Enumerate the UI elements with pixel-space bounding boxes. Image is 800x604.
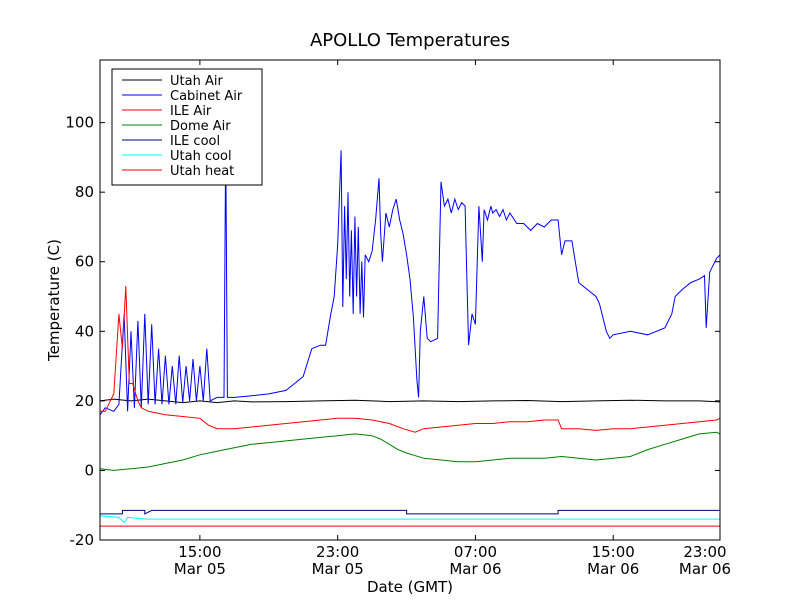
chart-title: APOLLO Temperatures: [310, 30, 510, 51]
x-tick-label-date: Mar 05: [312, 560, 364, 578]
series-line-dome-air: [100, 431, 720, 471]
plot-frame: [99, 59, 721, 541]
x-tick-label-date: Mar 06: [679, 560, 731, 578]
series-line-ile-cool: [100, 509, 720, 515]
x-tick-label-time: 15:00: [592, 543, 635, 561]
x-tick-label-time: 23:00: [316, 543, 359, 561]
y-axis-label: Temperature (C): [45, 239, 63, 362]
x-tick-label-date: Mar 05: [174, 560, 226, 578]
series-line-utah-cool: [100, 515, 720, 524]
y-tick-label: 0: [84, 461, 94, 479]
y-tick-label: 40: [75, 322, 94, 340]
legend-label: Cabinet Air: [170, 89, 243, 104]
y-tick-label: 100: [65, 114, 94, 132]
series-line-ile-air: [100, 286, 720, 433]
series-line-utah-air: [100, 398, 720, 404]
x-tick-label-time: 07:00: [454, 543, 497, 561]
legend-label: Utah cool: [170, 149, 232, 164]
x-tick-label-time: 15:00: [178, 543, 221, 561]
legend-label: ILE cool: [170, 134, 220, 149]
x-tick-label-time: 23:00: [683, 543, 726, 561]
x-axis-label: Date (GMT): [367, 578, 453, 596]
x-tick-label-date: Mar 06: [449, 560, 501, 578]
y-tick-label: 60: [75, 253, 94, 271]
legend-box: [111, 68, 263, 186]
legend-label: Utah heat: [170, 164, 234, 179]
legend-label: Dome Air: [170, 119, 231, 134]
x-tick-label-date: Mar 06: [587, 560, 639, 578]
series-group: [100, 139, 720, 527]
y-tick-label: 20: [75, 392, 94, 410]
legend-label: ILE Air: [170, 104, 212, 119]
legend-label: Utah Air: [170, 74, 223, 89]
y-tick-label: 80: [75, 183, 94, 201]
series-line-cabinet-air: [100, 139, 720, 416]
y-tick-label: -20: [70, 531, 95, 549]
